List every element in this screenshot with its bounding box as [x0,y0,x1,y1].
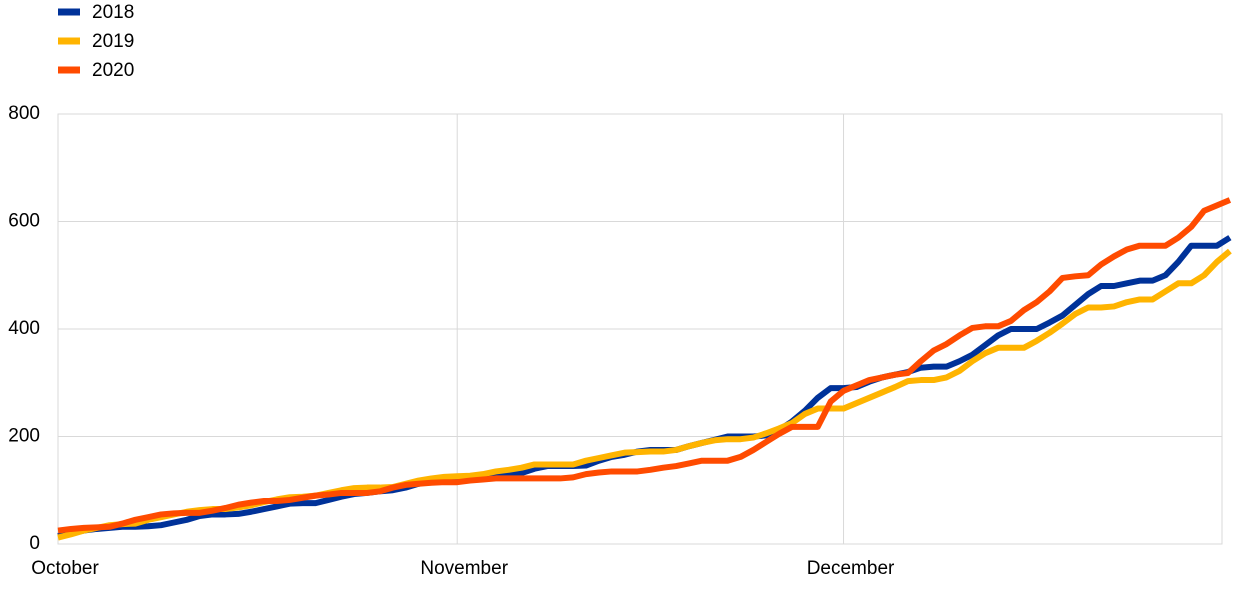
y-tick-label: 400 [8,318,40,339]
y-tick-label: 200 [8,426,40,447]
legend-label: 2018 [92,2,134,23]
x-tick-label: October [31,558,99,579]
series-line [57,248,1232,541]
legend-label: 2019 [92,31,134,52]
legend-label: 2020 [92,60,134,81]
y-tick-label: 0 [29,533,40,554]
y-tick-label: 600 [8,211,40,232]
x-tick-label: December [807,558,895,579]
y-tick-label: 800 [8,103,40,124]
x-tick-label: November [420,558,508,579]
series-line [57,197,1232,534]
